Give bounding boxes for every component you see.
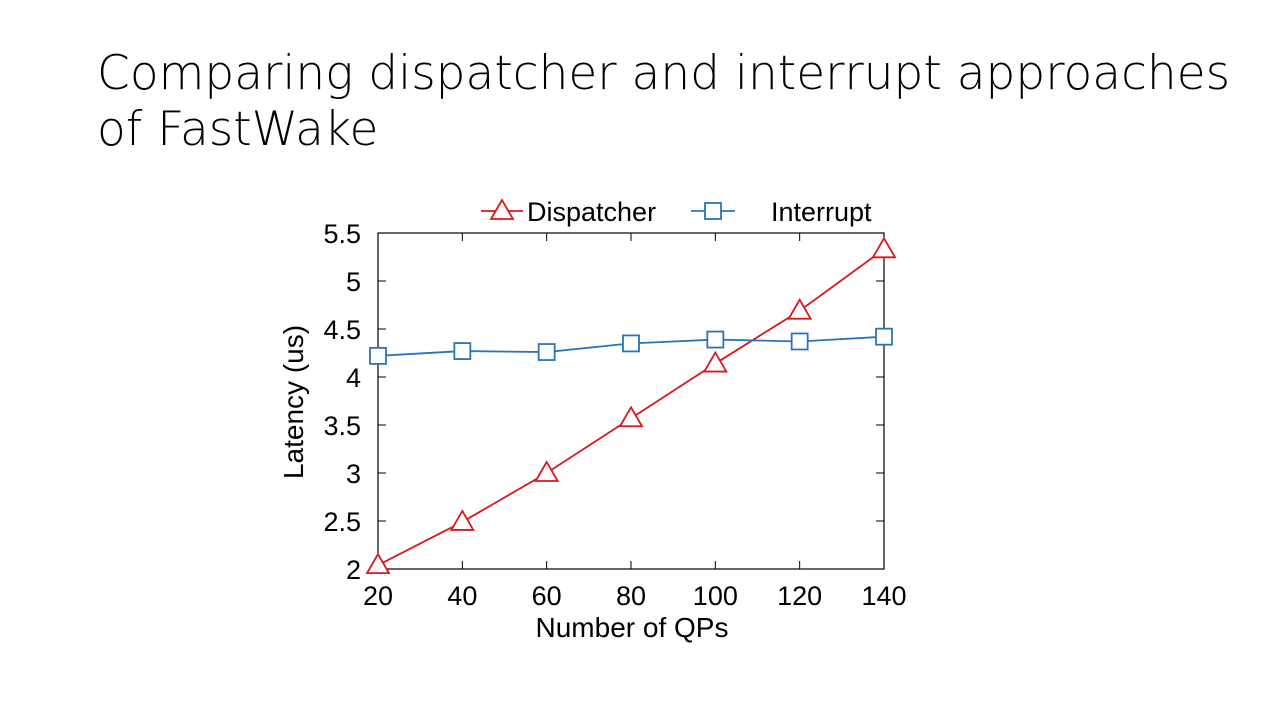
legend-item-interrupt: Interrupt	[691, 197, 872, 227]
interrupt-point	[453, 342, 472, 360]
dispatcher-point	[365, 552, 391, 575]
y-tick-label: 4.5	[323, 315, 361, 345]
legend-label-interrupt: Interrupt	[771, 197, 872, 227]
dispatcher-point	[787, 297, 813, 320]
interrupt-point	[537, 343, 556, 361]
x-axis-label: Number of QPs	[536, 612, 729, 643]
slide-title-line-2: of FastWake	[97, 102, 379, 157]
interrupt-point	[706, 330, 725, 349]
slide-title-line-1: Comparing dispatcher and interrupt appro…	[97, 46, 1231, 101]
x-tick-label: 80	[616, 581, 646, 611]
dispatcher-point	[449, 509, 475, 531]
y-axis-label: Latency (us)	[278, 325, 309, 479]
chart-axes: 20 40 60 80 100 120 140 2 2.5 3 3.5 4 4.5 5 5.5	[323, 219, 906, 611]
y-tick-label: 2.5	[323, 507, 361, 537]
slide-title: Comparing dispatcher and interrupt appro…	[97, 46, 1237, 158]
dispatcher-point	[534, 460, 560, 482]
x-tick-label: 40	[447, 581, 477, 611]
legend-item-dispatcher: Dispatcher	[481, 197, 656, 227]
chart-legend: Dispatcher Interrupt	[481, 197, 872, 227]
y-tick-label: 4	[346, 363, 361, 393]
plot-frame	[377, 232, 885, 570]
dispatcher-point	[618, 405, 644, 428]
interrupt-point	[369, 346, 387, 365]
y-tick-label: 3	[346, 459, 361, 489]
interrupt-point	[622, 334, 640, 353]
legend-label-dispatcher: Dispatcher	[527, 197, 656, 227]
chart-series-layer	[365, 236, 897, 575]
legend-marker-interrupt	[704, 202, 722, 220]
series-interrupt	[369, 327, 893, 365]
interrupt-point	[790, 332, 809, 351]
x-tick-label: 100	[693, 581, 738, 611]
x-tick-label: 60	[532, 581, 562, 611]
x-tick-label: 140	[861, 581, 906, 611]
dispatcher-point	[702, 350, 728, 373]
y-tick-label: 3.5	[323, 411, 361, 441]
x-tick-label: 120	[777, 581, 822, 611]
y-tick-label: 5.5	[323, 219, 361, 249]
x-tick-label: 20	[363, 581, 393, 611]
dispatcher-point	[871, 236, 897, 259]
y-tick-label: 2	[346, 555, 361, 585]
series-dispatcher	[365, 236, 897, 575]
y-tick-label: 5	[346, 267, 361, 297]
legend-marker-dispatcher	[489, 198, 515, 220]
interrupt-point	[875, 327, 893, 346]
